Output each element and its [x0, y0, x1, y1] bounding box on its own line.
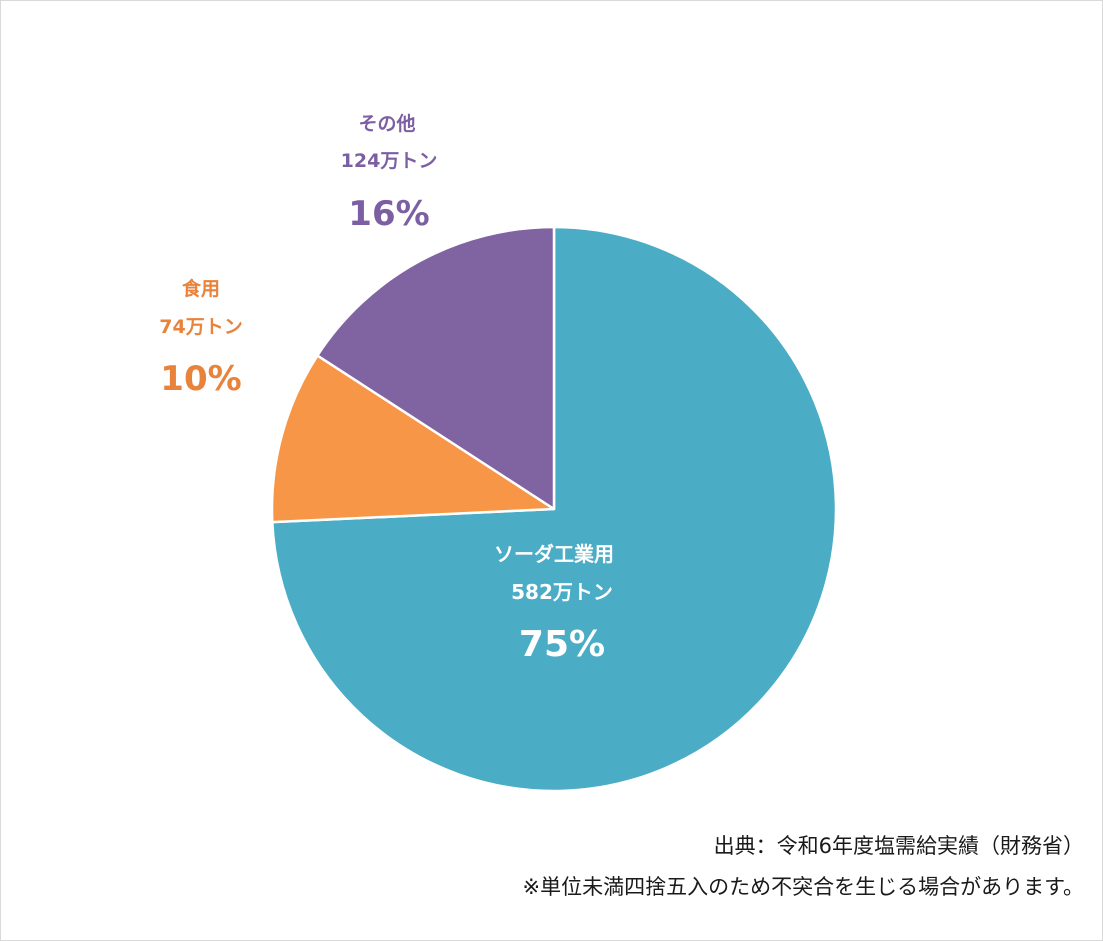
slice-label-percent: 75%: [519, 624, 605, 665]
slice-label-percent: 16%: [348, 194, 429, 234]
pie-slices: [270, 225, 838, 793]
slice-labels: ソーダ工業用 582万トン 75% 食用 74万トン 10% その他 124万ト…: [159, 112, 614, 665]
slice-label-amount: 582万トン: [511, 580, 613, 604]
pie-slice-3: [316, 225, 556, 511]
pie-slice-2: [270, 354, 556, 524]
rounding-note: ※単位未満四捨五入のため不突合を生じる場合があります。: [522, 875, 1085, 899]
slice-label-category: その他: [358, 112, 415, 135]
source-citation: 出典：令和6年度塩需給実績（財務省）: [713, 834, 1084, 858]
slice-label-category: ソーダ工業用: [494, 542, 614, 566]
slice-label-category: 食用: [182, 277, 220, 300]
slice-label-amount: 74万トン: [159, 316, 242, 338]
slice-label-percent: 10%: [160, 359, 241, 399]
slice-label-amount: 124万トン: [341, 150, 438, 172]
